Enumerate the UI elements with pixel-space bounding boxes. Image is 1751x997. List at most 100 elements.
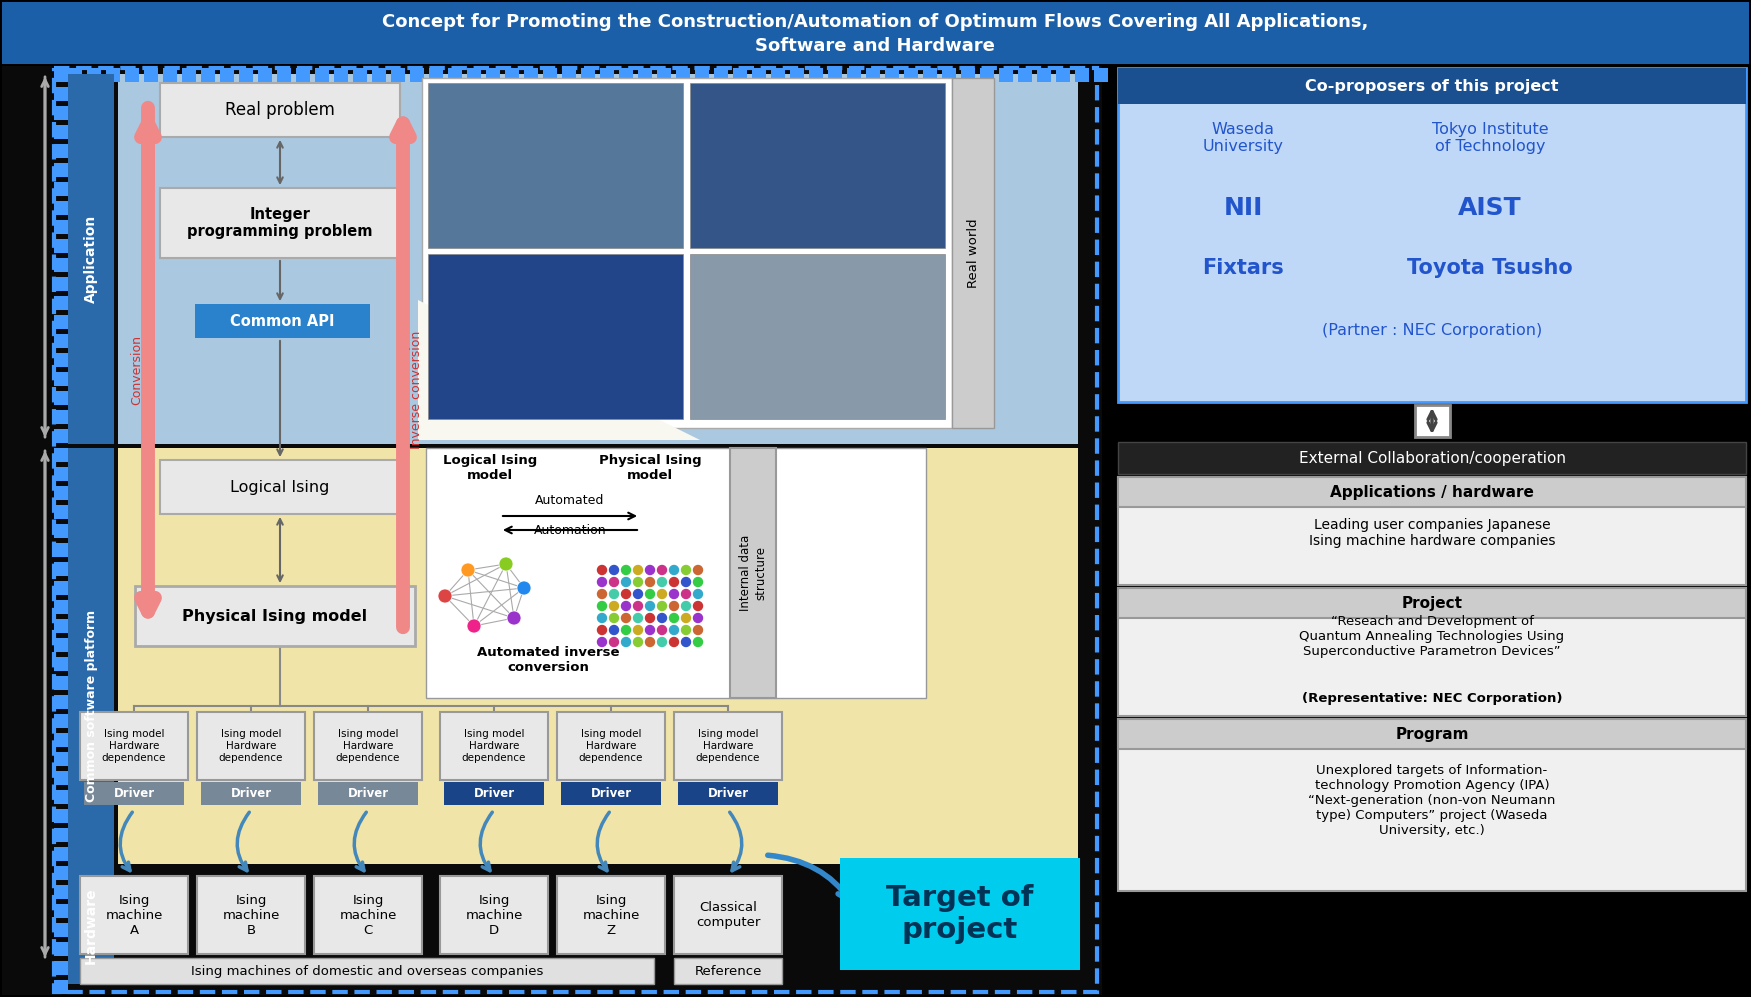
Circle shape xyxy=(669,601,678,610)
Bar xyxy=(674,958,783,984)
Circle shape xyxy=(597,577,606,586)
Bar xyxy=(54,239,68,253)
Bar xyxy=(81,876,187,954)
Bar xyxy=(751,68,765,82)
Circle shape xyxy=(517,581,531,595)
Bar xyxy=(468,68,482,82)
Bar xyxy=(54,904,68,918)
Circle shape xyxy=(693,625,702,634)
Bar xyxy=(54,961,68,975)
Circle shape xyxy=(609,565,618,574)
Bar xyxy=(560,782,660,805)
Bar xyxy=(117,448,1079,864)
Bar xyxy=(543,68,557,82)
Bar xyxy=(730,448,776,698)
Circle shape xyxy=(609,601,618,610)
Circle shape xyxy=(693,613,702,622)
Bar xyxy=(422,78,953,428)
Circle shape xyxy=(669,565,678,574)
Bar xyxy=(117,74,1079,444)
Bar xyxy=(54,296,68,310)
Bar xyxy=(1000,68,1014,82)
Circle shape xyxy=(681,589,690,598)
Bar xyxy=(809,68,823,82)
Text: Ising model
Hardware
dependence: Ising model Hardware dependence xyxy=(462,730,527,763)
Circle shape xyxy=(597,637,606,646)
Text: Inverse conversion: Inverse conversion xyxy=(410,331,422,449)
Bar xyxy=(427,83,683,248)
Circle shape xyxy=(657,613,667,622)
Text: Integer
programming problem: Integer programming problem xyxy=(187,206,373,239)
Bar xyxy=(953,78,995,428)
Bar xyxy=(54,372,68,386)
Bar xyxy=(54,543,68,557)
Bar xyxy=(448,68,462,82)
Bar xyxy=(581,68,595,82)
Text: (Partner : NEC Corporation): (Partner : NEC Corporation) xyxy=(1322,322,1543,338)
Circle shape xyxy=(622,601,630,610)
Bar xyxy=(54,524,68,538)
Circle shape xyxy=(597,589,606,598)
Text: Ising machines of domestic and overseas companies: Ising machines of domestic and overseas … xyxy=(191,964,543,977)
Bar xyxy=(54,277,68,291)
Bar xyxy=(445,782,545,805)
Bar xyxy=(690,254,946,419)
Bar xyxy=(1117,588,1746,716)
Bar xyxy=(2,66,1101,995)
Circle shape xyxy=(681,625,690,634)
Circle shape xyxy=(681,601,690,610)
Circle shape xyxy=(609,625,618,634)
Text: Driver: Driver xyxy=(590,787,632,800)
Circle shape xyxy=(669,637,678,646)
Bar xyxy=(54,201,68,215)
Circle shape xyxy=(634,601,643,610)
Text: Ising model
Hardware
dependence: Ising model Hardware dependence xyxy=(102,730,166,763)
Bar xyxy=(135,586,415,646)
Circle shape xyxy=(622,637,630,646)
Bar xyxy=(440,712,548,780)
Bar xyxy=(557,712,665,780)
Bar xyxy=(54,942,68,956)
Bar xyxy=(54,448,68,462)
Bar xyxy=(674,876,783,954)
Circle shape xyxy=(681,637,690,646)
Bar xyxy=(390,68,404,82)
Bar xyxy=(68,448,114,964)
Circle shape xyxy=(693,577,702,586)
Bar xyxy=(674,712,783,780)
Bar xyxy=(198,712,305,780)
Circle shape xyxy=(597,625,606,634)
Bar xyxy=(427,254,683,419)
Bar xyxy=(54,315,68,329)
Text: Automated: Automated xyxy=(536,494,604,506)
Bar xyxy=(884,68,898,82)
Text: Toyota Tsusho: Toyota Tsusho xyxy=(1408,258,1572,278)
Bar xyxy=(847,68,861,82)
Text: Project: Project xyxy=(1401,595,1462,610)
Bar xyxy=(425,448,926,698)
Bar xyxy=(1117,719,1746,891)
Bar xyxy=(296,68,310,82)
Bar xyxy=(68,74,114,444)
Bar xyxy=(54,505,68,519)
Bar xyxy=(601,68,615,82)
Bar xyxy=(221,68,235,82)
Text: Physical Ising
model: Physical Ising model xyxy=(599,454,702,482)
Circle shape xyxy=(693,601,702,610)
Bar xyxy=(1117,442,1746,474)
Bar xyxy=(54,125,68,139)
Text: Common software platform: Common software platform xyxy=(84,610,98,802)
Circle shape xyxy=(681,565,690,574)
Circle shape xyxy=(657,577,667,586)
Text: Driver: Driver xyxy=(707,787,749,800)
Bar xyxy=(144,68,158,82)
Bar xyxy=(714,68,728,82)
Circle shape xyxy=(508,611,522,625)
Bar xyxy=(657,68,671,82)
Bar xyxy=(54,68,68,82)
Bar xyxy=(904,68,918,82)
Bar xyxy=(84,782,184,805)
Circle shape xyxy=(468,619,482,633)
Circle shape xyxy=(657,565,667,574)
Bar xyxy=(1075,68,1089,82)
